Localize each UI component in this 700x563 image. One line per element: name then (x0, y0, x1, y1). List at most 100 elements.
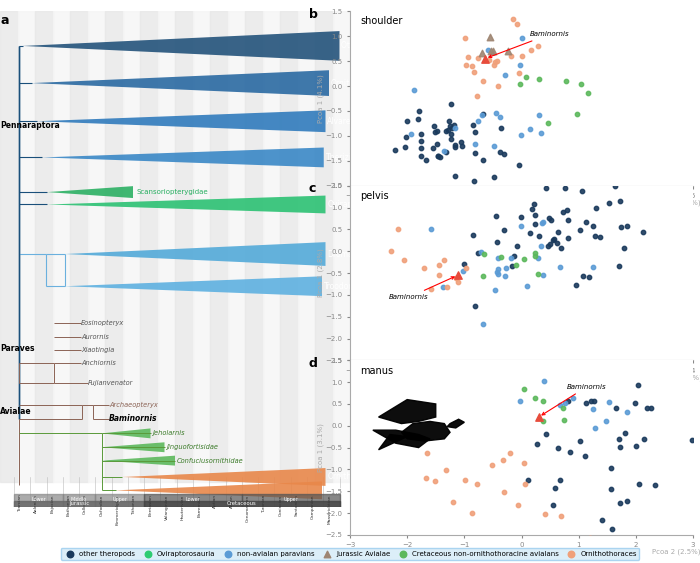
Bar (52, 11, 70, 482)
Point (554, 475, 565, 484)
Point (537, 218, 548, 227)
Text: Pennaraptora: Pennaraptora (0, 120, 60, 129)
Point (461, 263, 472, 272)
Bar (70, 11, 88, 482)
Text: Archaeopteryx: Archaeopteryx (109, 402, 158, 408)
Text: Baminornis: Baminornis (389, 277, 454, 300)
Text: Baminornis: Baminornis (542, 383, 607, 415)
Text: pelvis: pelvis (360, 191, 389, 201)
Point (428, 122, 440, 131)
Bar (88, 11, 105, 482)
Point (650, 480, 661, 489)
Point (450, 274, 461, 283)
Point (438, 255, 449, 264)
Bar (144, 494, 242, 507)
Polygon shape (122, 468, 326, 486)
Point (492, 265, 503, 274)
Text: Fujianvenator: Fujianvenator (88, 380, 134, 386)
Text: Other theropods: Other theropods (342, 42, 404, 51)
Text: Baminornis: Baminornis (489, 31, 570, 57)
Point (421, 473, 432, 482)
Point (575, 80, 587, 89)
Text: Aptian: Aptian (214, 494, 218, 508)
Point (591, 203, 602, 212)
Point (524, 124, 536, 133)
Point (572, 109, 583, 118)
Polygon shape (48, 195, 326, 213)
Point (490, 211, 501, 220)
Text: c: c (309, 182, 316, 195)
Point (477, 48, 488, 57)
Point (622, 222, 633, 231)
Text: d: d (309, 357, 318, 370)
Point (596, 515, 608, 524)
Bar (122, 11, 140, 482)
Point (615, 498, 626, 507)
Bar (158, 11, 175, 482)
Point (559, 184, 570, 193)
Point (491, 267, 503, 276)
Text: Lower: Lower (186, 497, 200, 502)
Point (400, 132, 412, 141)
Point (469, 302, 480, 311)
Polygon shape (379, 400, 435, 423)
Point (449, 172, 461, 181)
Point (552, 227, 564, 236)
Point (576, 186, 587, 195)
Text: Dromaeosauridae: Dromaeosauridae (328, 249, 396, 258)
Point (506, 261, 517, 270)
Bar (332, 11, 350, 482)
Point (444, 121, 456, 130)
Point (516, 131, 527, 140)
Point (449, 124, 461, 133)
Point (522, 476, 533, 485)
Bar (245, 11, 262, 482)
Point (560, 399, 571, 408)
Point (575, 437, 586, 446)
Text: Jinguofortisidae: Jinguofortisidae (167, 444, 218, 450)
Legend: other theropods, Oviraptorosauria, non-avialan paravians, Jurassic Avialae, Cret: other theropods, Oviraptorosauria, non-a… (60, 548, 640, 560)
Point (537, 416, 548, 425)
Point (558, 404, 569, 413)
Point (530, 220, 541, 229)
Point (535, 242, 546, 251)
Point (438, 282, 449, 291)
Point (522, 281, 533, 290)
Bar (140, 11, 158, 482)
Point (629, 399, 641, 408)
Text: a: a (0, 14, 9, 26)
Point (620, 428, 631, 437)
Point (588, 396, 599, 405)
Polygon shape (102, 455, 175, 466)
Point (472, 479, 483, 488)
Text: Upper: Upper (112, 497, 127, 502)
Point (480, 54, 491, 63)
Text: b: b (309, 8, 318, 21)
Point (432, 126, 443, 135)
Point (418, 263, 429, 272)
Point (505, 448, 516, 457)
Point (518, 458, 529, 467)
Point (641, 404, 652, 413)
Point (440, 148, 452, 157)
Point (498, 150, 510, 159)
Point (526, 205, 537, 214)
Point (484, 32, 496, 41)
Text: Therizinosauria: Therizinosauria (326, 153, 385, 162)
Point (557, 207, 568, 216)
Point (540, 184, 551, 193)
Text: Ornithomimosauria: Ornithomimosauria (330, 79, 405, 88)
X-axis label: Pcoa 2 (2.5%): Pcoa 2 (2.5%) (652, 549, 700, 555)
Point (539, 376, 550, 385)
Point (603, 198, 615, 207)
Point (477, 110, 489, 119)
Text: shoulder: shoulder (360, 16, 402, 26)
Point (431, 140, 442, 149)
Point (428, 143, 439, 152)
Point (389, 145, 400, 154)
Point (489, 285, 500, 294)
Text: Anchiornis: Anchiornis (81, 360, 116, 366)
Point (498, 225, 510, 234)
Point (415, 151, 426, 160)
Point (438, 147, 449, 156)
